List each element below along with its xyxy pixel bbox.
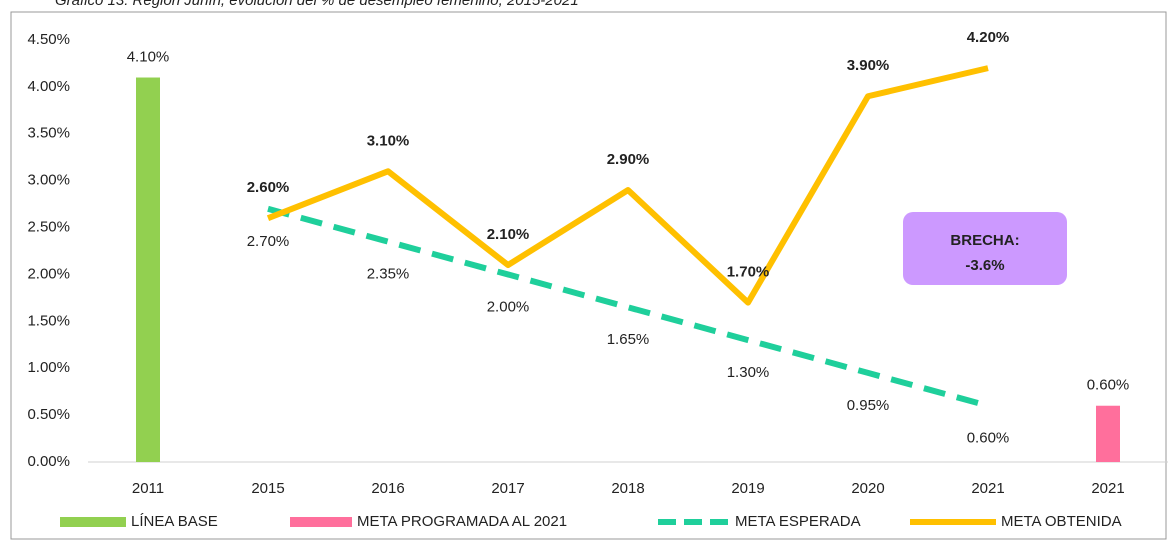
bar (136, 77, 160, 462)
data-label: 2.10% (487, 226, 530, 243)
x-tick-label: 2011 (132, 480, 164, 497)
y-tick-label: 1.50% (27, 312, 70, 329)
x-tick-label: 2020 (851, 480, 884, 497)
x-tick-label: 2015 (251, 480, 284, 497)
legend-label: META PROGRAMADA AL 2021 (357, 513, 567, 530)
x-tick-label: 2019 (731, 480, 764, 497)
data-label: 3.90% (847, 57, 890, 74)
data-label: 2.90% (607, 151, 650, 168)
data-label: 4.10% (127, 48, 170, 65)
data-label: 2.35% (367, 266, 410, 283)
annotation: -3.6% (965, 257, 1004, 274)
y-tick-label: 2.00% (27, 265, 70, 282)
y-tick-label: 4.00% (27, 78, 70, 95)
data-label: 1.70% (727, 264, 770, 281)
y-tick-label: 0.50% (27, 406, 70, 423)
legend-label: META ESPERADA (735, 513, 861, 530)
y-tick-label: 3.50% (27, 125, 70, 142)
data-label: 2.00% (487, 298, 530, 315)
x-tick-label: 2021 (971, 480, 1004, 497)
data-label: 4.20% (967, 29, 1010, 46)
data-label: 2.70% (247, 233, 290, 250)
data-label: 1.30% (727, 364, 770, 381)
y-tick-label: 4.50% (27, 31, 70, 48)
line (266, 65, 989, 306)
dashed-line (267, 205, 989, 409)
data-label: 1.65% (607, 331, 650, 348)
y-tick-label: 3.00% (27, 172, 70, 189)
chart-title: Gráfico 13: Región Junín, evolución del … (55, 0, 579, 9)
bar (1096, 405, 1120, 462)
data-label: 0.60% (1087, 377, 1130, 394)
x-tick-label: 2016 (371, 480, 404, 497)
data-label: 0.60% (967, 430, 1010, 447)
x-tick-label: 2017 (491, 480, 524, 497)
y-tick-label: 1.00% (27, 359, 70, 376)
data-label: 3.10% (367, 132, 410, 149)
legend-swatch (60, 517, 126, 527)
data-label: 2.60% (247, 179, 290, 196)
annotation: BRECHA: (950, 232, 1019, 249)
legend-swatch (290, 517, 352, 527)
y-tick-label: 0.00% (27, 453, 70, 470)
y-tick-label: 2.50% (27, 219, 70, 236)
annotation-box (903, 212, 1067, 285)
legend-label: META OBTENIDA (1001, 513, 1122, 530)
x-tick-label: 2018 (611, 480, 644, 497)
x-tick-label: 2021 (1091, 480, 1124, 497)
data-label: 0.95% (847, 397, 890, 414)
legend-label: LÍNEA BASE (131, 513, 218, 530)
